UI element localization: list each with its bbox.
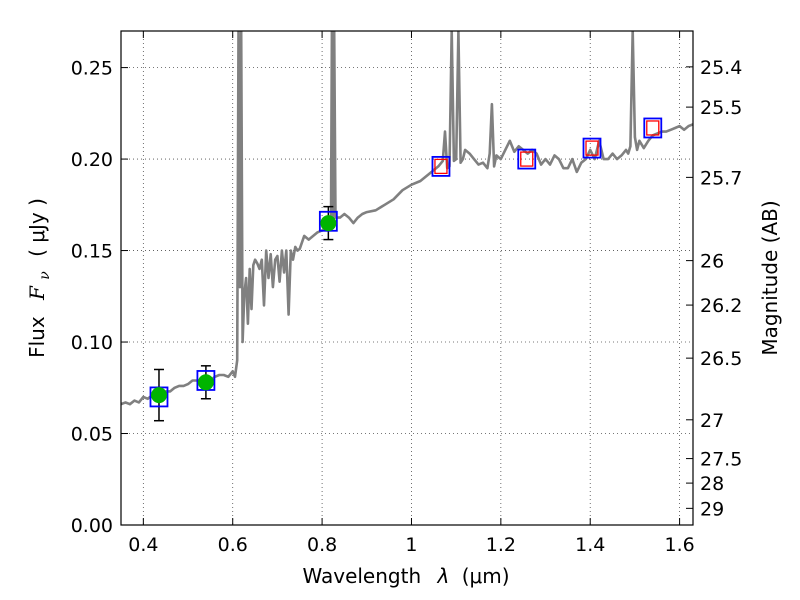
x-tick-label: 0.6 (218, 534, 248, 556)
model-photometry-marker (643, 117, 663, 139)
y-tick-label: 0.05 (71, 424, 113, 446)
y-tick-label: 0.20 (71, 149, 113, 171)
x-tick-label: 0.8 (307, 534, 337, 556)
y-axis-title-text: Flux (25, 316, 49, 358)
x-tick-label: 1.6 (664, 534, 694, 556)
x-axis-title: Wavelength λ (μm) (302, 564, 509, 588)
y-tick-label: 0.15 (71, 241, 113, 263)
grid (121, 31, 693, 526)
right-axis-ticks: 25.4 25.5 25.7 26 26.2 26.5 27 27.528 29 (686, 57, 742, 520)
x-axis-title-text: Wavelength (302, 564, 421, 588)
model-spectrum-line (121, 31, 693, 406)
right-tick-label: 25.5 (700, 97, 742, 119)
right-tick-label: 27 (700, 410, 724, 432)
plot-frame (120, 30, 694, 526)
model-photometry-marker (582, 137, 602, 159)
observed-point (320, 215, 337, 232)
right-tick-label: 26.5 (700, 348, 742, 370)
right-tick-label: 25.7 (700, 167, 742, 189)
x-tick-label: 1.2 (486, 534, 516, 556)
upper-limit-marker (646, 120, 660, 136)
y-tick-label: 0.10 (71, 332, 113, 354)
x-tick-label: 0.4 (128, 534, 158, 556)
right-tick-label: 26.2 (700, 295, 742, 317)
x-tick-label: 1.4 (575, 534, 605, 556)
right-axis-title: Magnitude (AB) (758, 200, 782, 355)
right-tick-label: 25.4 (700, 57, 742, 79)
right-tick-label: 26 (700, 251, 724, 273)
model-photometry-marker (517, 148, 537, 170)
observed-point (197, 374, 214, 391)
plot-area (121, 31, 693, 406)
upper-limit-marker (585, 140, 599, 156)
right-tick-label: 27.5 (700, 449, 742, 471)
right-tick-label: 29 (700, 498, 724, 520)
y-axis-title-symbol: F (25, 285, 49, 301)
x-axis-title-unit: (μm) (462, 564, 510, 588)
upper-limit-marker (434, 158, 448, 175)
right-tick-label: 28 (700, 473, 724, 495)
y-axis-title-unit: ( μJy ) (25, 198, 49, 257)
upper-limit-marker (520, 151, 534, 167)
y-axis-ticks: 0.00 0.05 0.10 0.15 0.20 0.25 (71, 58, 128, 537)
y-axis-title-subscript: ν (37, 271, 53, 280)
y-tick-label: 0.00 (71, 515, 113, 537)
x-axis-title-symbol: λ (437, 564, 450, 588)
x-tick-label: 1 (405, 534, 417, 556)
x-axis-ticks: 0.4 0.6 0.8 1 1.2 1.4 1.6 (128, 31, 695, 556)
observed-point (150, 387, 167, 404)
y-axis-title: Flux F ν ( μJy ) (25, 198, 54, 358)
markers (149, 117, 663, 422)
model-photometry-marker (431, 155, 451, 177)
y-tick-label: 0.25 (71, 58, 113, 80)
